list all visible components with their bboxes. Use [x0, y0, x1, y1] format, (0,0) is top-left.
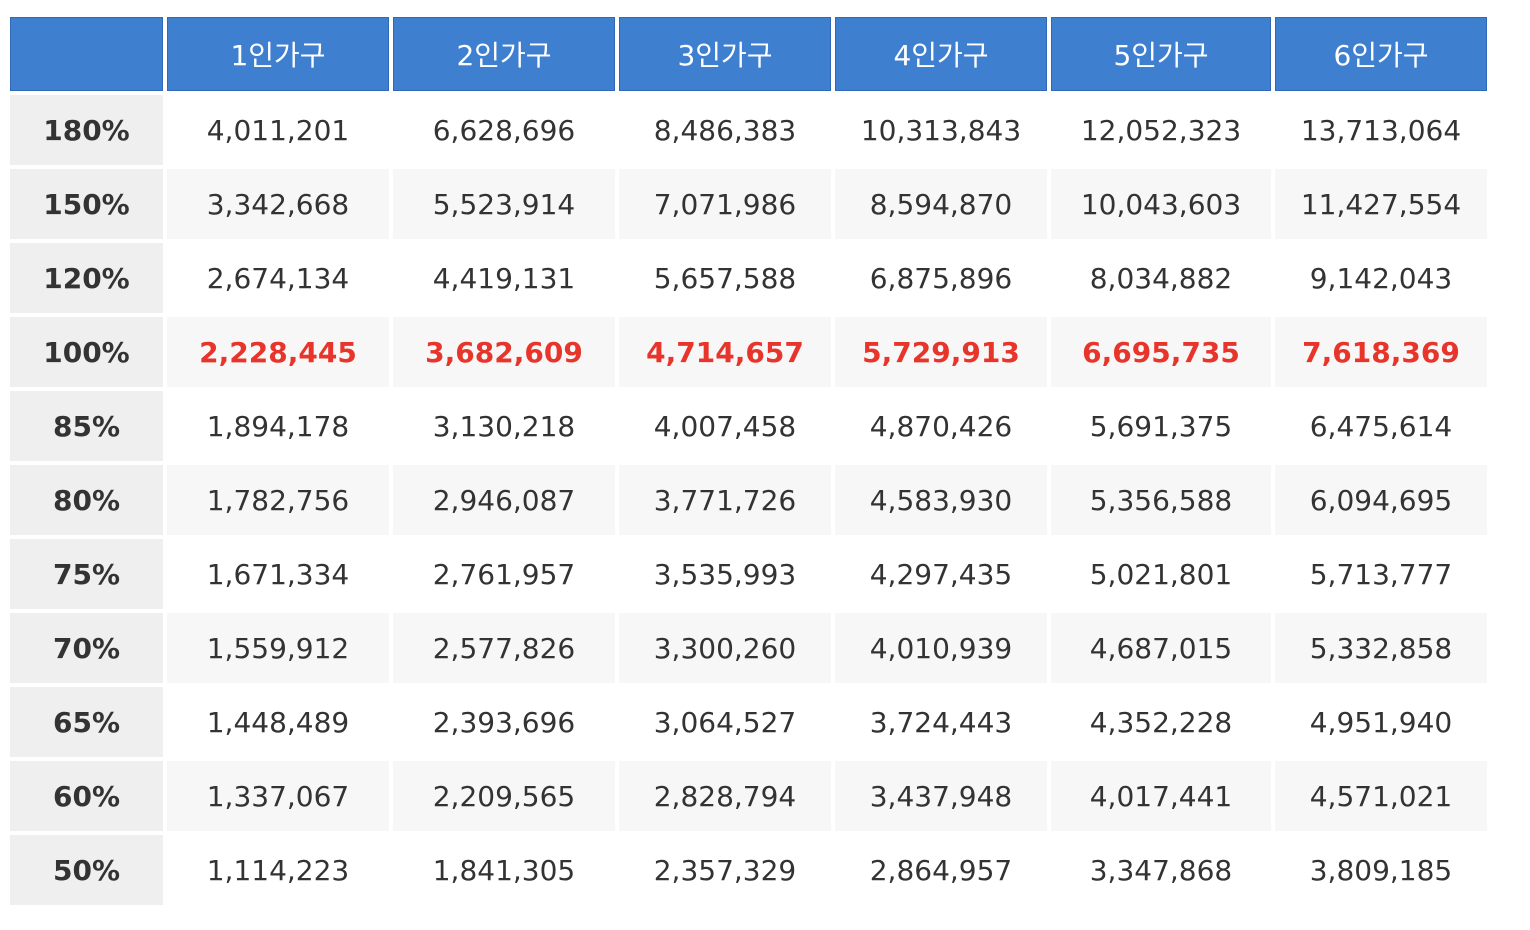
table-row: 50% 1,114,223 1,841,305 2,357,329 2,864,957 3…	[10, 835, 1487, 905]
table-cell: 2,864,957	[835, 835, 1047, 905]
table-cell: 4,297,435	[835, 539, 1047, 609]
table-cell: 4,352,228	[1051, 687, 1271, 757]
table-cell: 2,674,134	[167, 243, 389, 313]
table-cell: 4,714,657	[619, 317, 831, 387]
table-cell: 10,313,843	[835, 95, 1047, 165]
table-cell: 5,657,588	[619, 243, 831, 313]
table-cell: 5,713,777	[1275, 539, 1487, 609]
table-cell: 4,571,021	[1275, 761, 1487, 831]
table-cell: 2,577,826	[393, 613, 615, 683]
corner-cell	[10, 17, 163, 91]
row-label: 150%	[10, 169, 163, 239]
table-cell: 4,017,441	[1051, 761, 1271, 831]
table-cell: 3,771,726	[619, 465, 831, 535]
table-cell: 3,130,218	[393, 391, 615, 461]
table-row: 65% 1,448,489 2,393,696 3,064,527 3,724,443 4…	[10, 687, 1487, 757]
table-body: 180% 4,011,201 6,628,696 8,486,383 10,313,84…	[10, 95, 1487, 905]
table-cell: 8,486,383	[619, 95, 831, 165]
row-label: 60%	[10, 761, 163, 831]
table-cell: 6,695,735	[1051, 317, 1271, 387]
income-table: 1인가구 2인가구 3인가구 4인가구 5인가구 6인가구 180% 4,011,…	[6, 13, 1491, 909]
table-row: 85% 1,894,178 3,130,218 4,007,458 4,870,426 5…	[10, 391, 1487, 461]
table-cell: 1,114,223	[167, 835, 389, 905]
table-cell: 1,448,489	[167, 687, 389, 757]
table-row: 150% 3,342,668 5,523,914 7,071,986 8,594,870…	[10, 169, 1487, 239]
table-cell: 10,043,603	[1051, 169, 1271, 239]
table-cell: 5,021,801	[1051, 539, 1271, 609]
table-cell: 3,064,527	[619, 687, 831, 757]
table-cell: 5,691,375	[1051, 391, 1271, 461]
table-cell: 2,228,445	[167, 317, 389, 387]
table-row: 70% 1,559,912 2,577,826 3,300,260 4,010,939 4…	[10, 613, 1487, 683]
table-row: 180% 4,011,201 6,628,696 8,486,383 10,313,84…	[10, 95, 1487, 165]
table-cell: 1,671,334	[167, 539, 389, 609]
row-label: 85%	[10, 391, 163, 461]
table-cell: 5,523,914	[393, 169, 615, 239]
header-cell-6: 6인가구	[1275, 17, 1487, 91]
table-cell: 3,682,609	[393, 317, 615, 387]
table-cell: 1,841,305	[393, 835, 615, 905]
row-label: 50%	[10, 835, 163, 905]
table-cell: 5,332,858	[1275, 613, 1487, 683]
table-cell: 5,729,913	[835, 317, 1047, 387]
table-cell: 2,946,087	[393, 465, 615, 535]
table-cell: 7,618,369	[1275, 317, 1487, 387]
table-cell: 2,761,957	[393, 539, 615, 609]
table-cell: 1,894,178	[167, 391, 389, 461]
table-cell: 4,951,940	[1275, 687, 1487, 757]
table-cell: 2,828,794	[619, 761, 831, 831]
table-cell: 4,010,939	[835, 613, 1047, 683]
table-cell: 3,437,948	[835, 761, 1047, 831]
table-cell: 4,583,930	[835, 465, 1047, 535]
table-cell: 9,142,043	[1275, 243, 1487, 313]
table-cell: 12,052,323	[1051, 95, 1271, 165]
table-cell: 2,393,696	[393, 687, 615, 757]
table-cell: 8,594,870	[835, 169, 1047, 239]
row-label: 70%	[10, 613, 163, 683]
table-cell: 11,427,554	[1275, 169, 1487, 239]
header-row: 1인가구 2인가구 3인가구 4인가구 5인가구 6인가구	[10, 17, 1487, 91]
table-row: 80% 1,782,756 2,946,087 3,771,726 4,583,930 5…	[10, 465, 1487, 535]
table-cell: 3,809,185	[1275, 835, 1487, 905]
header-cell-3: 3인가구	[619, 17, 831, 91]
row-label: 180%	[10, 95, 163, 165]
table-cell: 1,559,912	[167, 613, 389, 683]
row-label: 65%	[10, 687, 163, 757]
header-cell-1: 1인가구	[167, 17, 389, 91]
table-cell: 6,094,695	[1275, 465, 1487, 535]
table-cell: 3,347,868	[1051, 835, 1271, 905]
table-row: 120% 2,674,134 4,419,131 5,657,588 6,875,896…	[10, 243, 1487, 313]
table-cell: 4,870,426	[835, 391, 1047, 461]
income-table-container: 1인가구 2인가구 3인가구 4인가구 5인가구 6인가구 180% 4,011,…	[10, 17, 1487, 905]
header-cell-5: 5인가구	[1051, 17, 1271, 91]
table-cell: 6,475,614	[1275, 391, 1487, 461]
table-cell: 8,034,882	[1051, 243, 1271, 313]
table-cell: 2,357,329	[619, 835, 831, 905]
table-cell: 3,300,260	[619, 613, 831, 683]
table-cell: 3,535,993	[619, 539, 831, 609]
table-cell: 2,209,565	[393, 761, 615, 831]
row-label: 120%	[10, 243, 163, 313]
table-cell: 4,687,015	[1051, 613, 1271, 683]
table-row: 75% 1,671,334 2,761,957 3,535,993 4,297,435 5…	[10, 539, 1487, 609]
table-row: 60% 1,337,067 2,209,565 2,828,794 3,437,948 4…	[10, 761, 1487, 831]
table-cell: 4,419,131	[393, 243, 615, 313]
header-cell-2: 2인가구	[393, 17, 615, 91]
table-row: 100% 2,228,445 3,682,609 4,714,657 5,729,913…	[10, 317, 1487, 387]
table-cell: 4,007,458	[619, 391, 831, 461]
table-cell: 4,011,201	[167, 95, 389, 165]
row-label: 100%	[10, 317, 163, 387]
table-cell: 5,356,588	[1051, 465, 1271, 535]
table-cell: 3,724,443	[835, 687, 1047, 757]
table-cell: 6,875,896	[835, 243, 1047, 313]
table-cell: 6,628,696	[393, 95, 615, 165]
row-label: 80%	[10, 465, 163, 535]
row-label: 75%	[10, 539, 163, 609]
table-cell: 1,782,756	[167, 465, 389, 535]
table-cell: 13,713,064	[1275, 95, 1487, 165]
header-cell-4: 4인가구	[835, 17, 1047, 91]
table-cell: 3,342,668	[167, 169, 389, 239]
table-cell: 7,071,986	[619, 169, 831, 239]
table-cell: 1,337,067	[167, 761, 389, 831]
